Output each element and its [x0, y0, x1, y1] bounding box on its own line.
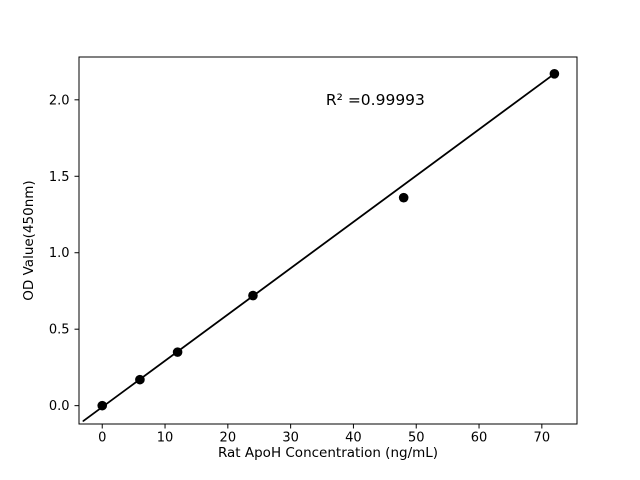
y-tick-label: 0.0 — [49, 399, 70, 414]
y-tick-label: 1.0 — [49, 246, 70, 261]
x-tick-label: 60 — [471, 431, 488, 446]
fit-line — [82, 72, 556, 422]
data-point — [97, 400, 108, 411]
x-axis-label: Rat ApoH Concentration (ng/mL) — [218, 445, 438, 461]
x-tick-label: 40 — [345, 431, 362, 446]
data-point — [549, 69, 560, 79]
x-axis: 0 10 20 30 40 50 60 70 — [98, 424, 550, 446]
data-point — [135, 374, 145, 385]
plot-border — [78, 56, 578, 425]
data-point — [172, 347, 183, 357]
x-tick-label: 20 — [220, 431, 237, 446]
x-tick-label: 10 — [157, 431, 174, 446]
y-axis: 0.0 0.5 1.0 1.5 2.0 — [49, 93, 79, 414]
data-point — [248, 290, 258, 301]
x-tick-label: 50 — [408, 431, 425, 446]
r-squared-annotation: R² =0.99993 — [326, 91, 425, 109]
x-tick-label: 0 — [98, 431, 106, 446]
y-axis-label: OD Value(450nm) — [21, 180, 37, 300]
x-tick-label: 30 — [282, 431, 299, 446]
data-points — [97, 69, 560, 411]
x-tick-label: 70 — [534, 431, 551, 446]
data-point — [398, 192, 409, 203]
y-tick-label: 2.0 — [49, 93, 70, 108]
y-tick-label: 1.5 — [49, 170, 70, 185]
y-tick-label: 0.5 — [49, 323, 70, 338]
